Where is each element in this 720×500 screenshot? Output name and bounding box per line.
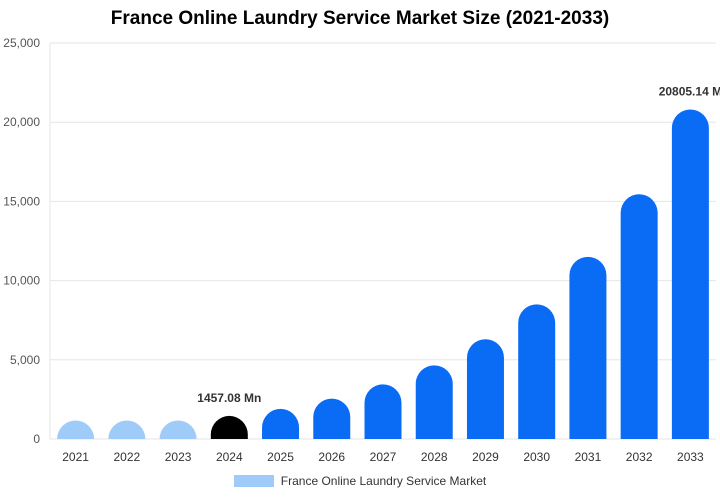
bar-2032: [620, 194, 658, 439]
y-tick-label: 25,000: [3, 36, 40, 50]
x-tick-label: 2021: [62, 450, 89, 464]
y-tick-label: 5,000: [10, 353, 40, 367]
y-tick-label: 15,000: [3, 194, 40, 208]
x-tick-label: 2030: [523, 450, 550, 464]
x-tick-label: 2023: [165, 450, 192, 464]
chart-plot: 0 5,000 10,000 15,000 20,000 25,000 2021 2022 20…: [3, 36, 720, 464]
bar-2033: [671, 109, 709, 439]
bar-2025: [262, 408, 300, 439]
bar-2024: [210, 415, 248, 439]
bar-2021: [57, 420, 95, 439]
bar-2022: [108, 420, 146, 439]
x-tick-label: 2026: [318, 450, 345, 464]
x-tick-label: 2032: [626, 450, 653, 464]
y-tick-label: 0: [33, 432, 40, 446]
x-tick-label: 2033: [677, 450, 704, 464]
legend-swatch: [233, 475, 274, 487]
data-label: 20805.14 M: [659, 84, 720, 98]
y-tick-label: 10,000: [3, 274, 40, 288]
legend: France Online Laundry Service Market: [0, 474, 720, 488]
bar-2026: [313, 398, 351, 439]
legend-label: France Online Laundry Service Market: [280, 474, 487, 488]
x-tick-label: 2022: [113, 450, 140, 464]
y-tick-label: 20,000: [3, 115, 40, 129]
bar-2028: [415, 365, 453, 439]
bar-2031: [569, 256, 607, 439]
x-tick-label: 2027: [370, 450, 397, 464]
x-tick-label: 2031: [575, 450, 602, 464]
bar-2027: [364, 384, 402, 439]
x-tick-label: 2029: [472, 450, 499, 464]
chart-title: France Online Laundry Service Market Siz…: [110, 8, 610, 29]
bar-2030: [518, 304, 556, 439]
data-label: 1457.08 Mn: [197, 391, 261, 405]
x-tick-label: 2025: [267, 450, 294, 464]
bar-2023: [159, 420, 197, 439]
x-tick-label: 2028: [421, 450, 448, 464]
bar-2029: [466, 339, 504, 439]
x-tick-label: 2024: [216, 450, 243, 464]
